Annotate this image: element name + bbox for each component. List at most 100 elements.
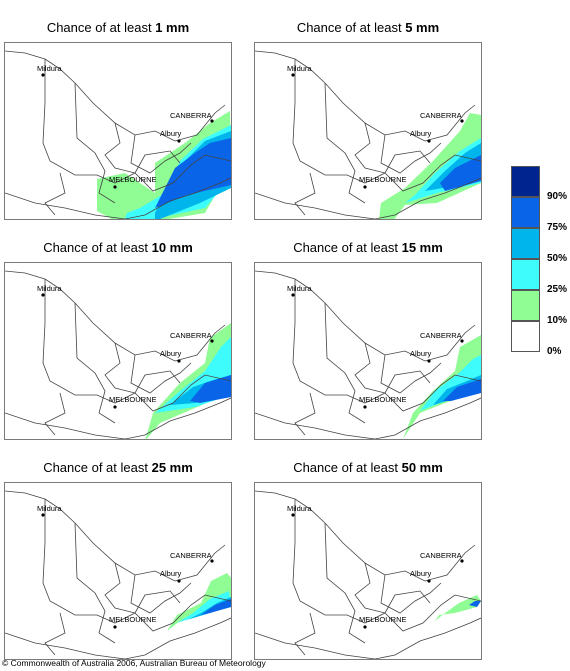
coastline (5, 177, 231, 219)
district-boundary (42, 499, 231, 632)
mildura-marker (41, 513, 45, 517)
canberra-label: CANBERRA (170, 111, 212, 120)
district-boundary (104, 122, 136, 174)
albury-label: Albury (410, 569, 432, 578)
district-boundary (44, 172, 66, 216)
probability-shading (443, 379, 481, 401)
mildura-marker (41, 73, 45, 77)
district-boundary (380, 574, 442, 614)
district-boundary (292, 279, 481, 412)
albury-label: Albury (410, 129, 432, 138)
panel-title: Chance of at least 15 mm (293, 240, 443, 255)
albury-label: Albury (410, 349, 432, 358)
legend-swatch-90 (511, 166, 540, 197)
legend-label: 0% (547, 346, 562, 357)
canberra-label: CANBERRA (420, 551, 462, 560)
district-boundary (354, 342, 386, 394)
albury-label: Albury (160, 569, 182, 578)
coastline (255, 177, 481, 219)
melbourne-marker (113, 405, 117, 409)
probability-shading (440, 155, 481, 191)
mildura-label: Mildura (37, 504, 62, 513)
district-boundary (354, 562, 386, 614)
coastline (5, 397, 231, 439)
panel-title: Chance of at least 10 mm (43, 240, 193, 255)
district-boundary (42, 59, 231, 192)
rainfall-map: Mildura CANBERRA Albury MELBOURNE (4, 262, 232, 440)
district-boundary (384, 150, 431, 174)
albury-marker (177, 579, 181, 583)
district-boundary (134, 590, 181, 614)
melbourne-marker (363, 405, 367, 409)
melbourne-marker (363, 625, 367, 629)
legend-swatch-0 (511, 321, 540, 352)
rainfall-map: Mildura CANBERRA Albury MELBOURNE (254, 482, 482, 660)
melbourne-marker (113, 625, 117, 629)
mildura-label: Mildura (37, 284, 62, 293)
probability-shading (190, 375, 231, 403)
legend-swatch-25 (511, 259, 540, 290)
mildura-label: Mildura (287, 64, 312, 73)
canberra-marker (460, 559, 464, 563)
probability-shading (469, 601, 481, 607)
coastline (255, 617, 481, 659)
legend-label: 50% (547, 253, 568, 264)
coastline (255, 397, 481, 439)
coastline (5, 617, 231, 659)
mildura-marker (291, 73, 295, 77)
legend-swatch-10 (511, 290, 540, 321)
canberra-label: CANBERRA (420, 111, 462, 120)
canberra-marker (210, 119, 214, 123)
canberra-marker (460, 339, 464, 343)
albury-label: Albury (160, 129, 182, 138)
district-boundary (130, 574, 192, 614)
panel-title: Chance of at least 1 mm (46, 20, 190, 35)
district-boundary (294, 612, 316, 656)
district-boundary (324, 302, 366, 424)
district-boundary (324, 82, 366, 204)
probability-shading (405, 138, 481, 203)
rainfall-map: Mildura CANBERRA Albury MELBOURNE (254, 262, 482, 440)
district-boundary (74, 82, 116, 204)
canberra-label: CANBERRA (170, 331, 212, 340)
canberra-label: CANBERRA (170, 551, 212, 560)
probability-shading (167, 573, 231, 631)
district-boundary (130, 354, 192, 394)
albury-marker (427, 579, 431, 583)
melbourne-label: MELBOURNE (109, 615, 157, 624)
district-boundary (44, 612, 66, 656)
district-boundary (42, 279, 231, 412)
probability-shading (435, 595, 481, 621)
legend-label: 90% (547, 191, 568, 202)
probability-shading (379, 113, 481, 219)
canberra-label: CANBERRA (420, 331, 462, 340)
mildura-marker (291, 513, 295, 517)
district-boundary (354, 122, 386, 174)
melbourne-label: MELBOURNE (109, 395, 157, 404)
district-boundary (130, 134, 192, 174)
district-boundary (292, 59, 481, 192)
melbourne-label: MELBOURNE (359, 615, 407, 624)
melbourne-marker (363, 185, 367, 189)
district-boundary (134, 370, 181, 394)
albury-marker (177, 359, 181, 363)
albury-label: Albury (160, 349, 182, 358)
district-boundary (74, 302, 116, 424)
legend-label: 10% (547, 315, 568, 326)
probability-shading (201, 599, 231, 615)
probability-shading (177, 591, 231, 623)
legend-swatch-75 (511, 197, 540, 228)
melbourne-label: MELBOURNE (359, 395, 407, 404)
rainfall-map: Mildura CANBERRA Albury MELBOURNE (4, 42, 232, 220)
district-boundary (380, 354, 442, 394)
mildura-marker (41, 293, 45, 297)
albury-marker (427, 139, 431, 143)
panel-title: Chance of at least 5 mm (296, 20, 440, 35)
mildura-label: Mildura (37, 64, 62, 73)
probability-shading (155, 138, 231, 208)
melbourne-marker (113, 185, 117, 189)
district-boundary (292, 499, 481, 632)
district-boundary (134, 150, 181, 174)
district-boundary (324, 522, 366, 644)
district-boundary (384, 370, 431, 394)
